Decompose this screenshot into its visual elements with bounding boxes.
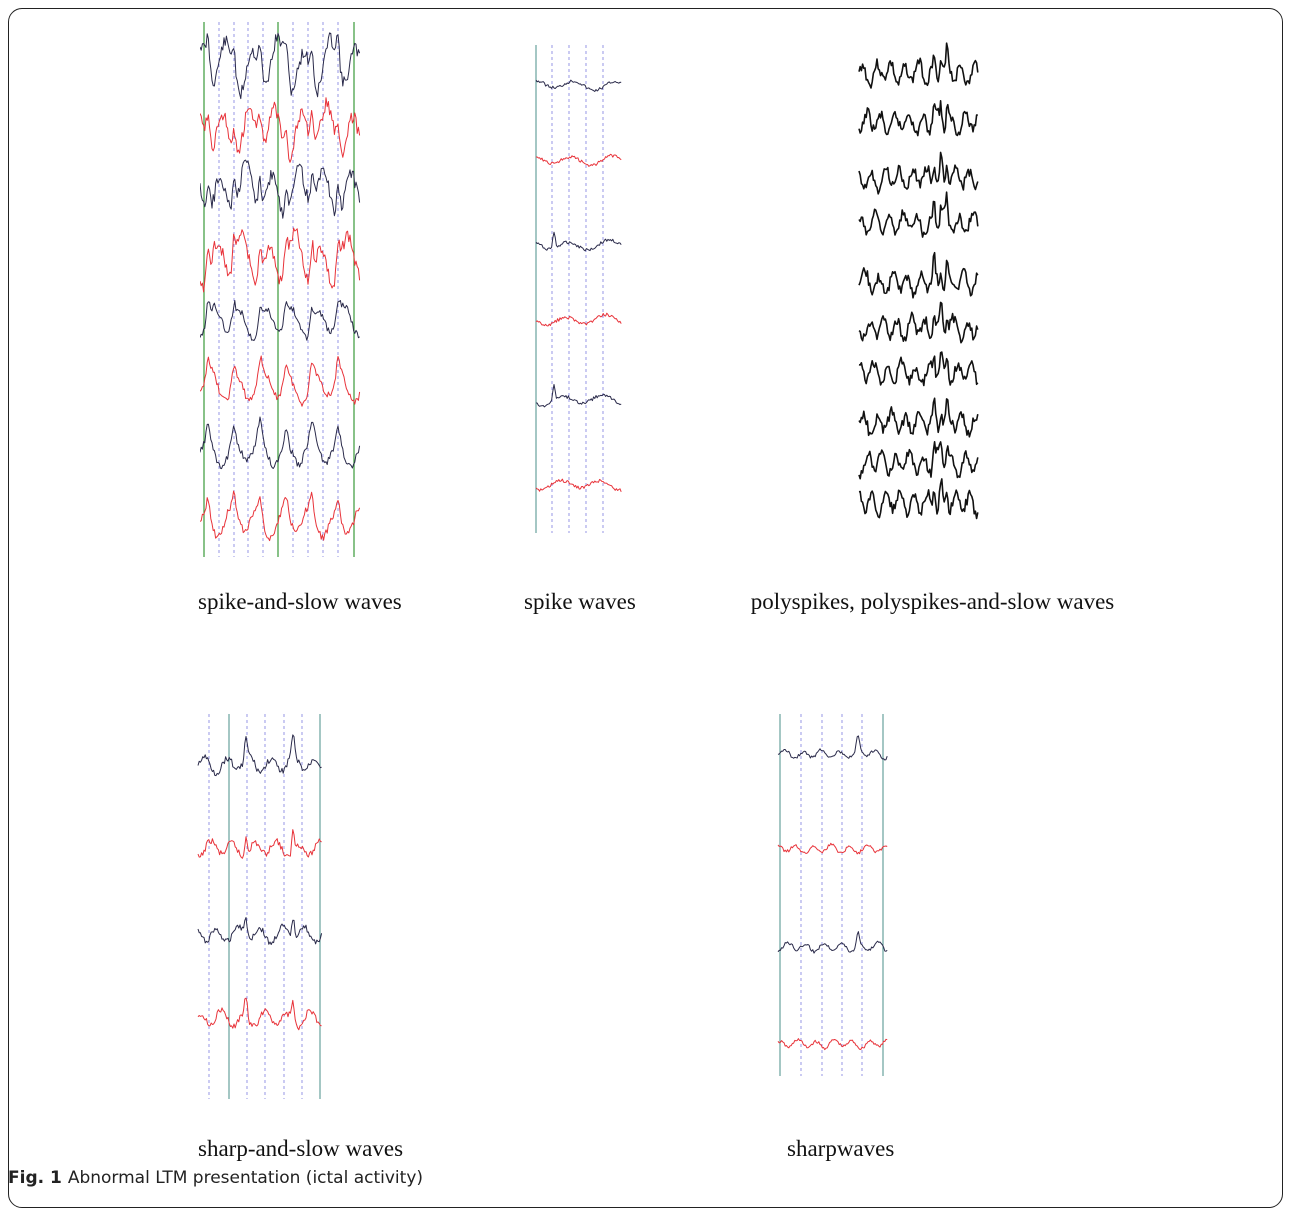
- eeg-trace: [200, 416, 361, 470]
- eeg-trace: [200, 355, 361, 407]
- eeg-trace: [535, 312, 622, 327]
- eeg-trace: [197, 917, 323, 945]
- eeg-trace: [197, 997, 322, 1031]
- eeg-trace: [777, 1038, 888, 1051]
- eeg-trace: [858, 351, 979, 387]
- label-sharp-and-slow: sharp-and-slow waves: [198, 1136, 404, 1161]
- eeg-trace: [200, 97, 361, 163]
- eeg-traces-sharp-and-slow: [197, 714, 323, 1099]
- label-sharp: sharpwaves: [787, 1136, 895, 1161]
- caption-text: Abnormal LTM presentation (ictal activit…: [67, 1168, 424, 1188]
- panel-sharp-eeg: [776, 714, 891, 1076]
- panel-sharp-and-slow-eeg: [196, 714, 326, 1099]
- eeg-trace: [535, 478, 622, 492]
- eeg-trace: [858, 397, 979, 438]
- eeg-traces-sharp: [777, 714, 888, 1076]
- eeg-trace: [536, 153, 622, 167]
- label-spike-and-slow: spike-and-slow waves: [198, 589, 402, 614]
- eeg-trace: [777, 842, 888, 855]
- eeg-trace: [777, 931, 888, 954]
- eeg-trace: [200, 159, 361, 219]
- eeg-trace: [200, 300, 360, 341]
- eeg-trace: [200, 32, 361, 100]
- eeg-trace: [858, 301, 979, 344]
- eeg-trace: [858, 478, 979, 520]
- eeg-trace: [858, 42, 979, 89]
- eeg-trace: [535, 79, 622, 92]
- eeg-trace: [858, 251, 979, 299]
- eeg-trace: [200, 227, 361, 293]
- eeg-trace: [200, 490, 361, 542]
- label-polyspikes: polyspikes, polyspikes-and-slow waves: [750, 589, 1115, 614]
- eeg-traces-spike-and-slow: [200, 22, 361, 557]
- caption-label: Fig. 1: [8, 1168, 62, 1188]
- eeg-trace: [858, 100, 978, 137]
- eeg-traces-spike: [535, 45, 622, 533]
- panel-spike-eeg: [532, 45, 624, 533]
- eeg-trace: [858, 441, 979, 480]
- eeg-trace: [535, 384, 622, 408]
- eeg-traces-polyspikes: [858, 42, 979, 520]
- panel-polyspikes-eeg: [855, 38, 985, 523]
- eeg-trace: [777, 735, 888, 761]
- panel-spike-and-slow-eeg: [200, 22, 365, 557]
- label-spike: spike waves: [524, 589, 636, 614]
- eeg-trace: [858, 191, 979, 238]
- figure-caption: Fig. 1 Abnormal LTM presentation (ictal a…: [8, 1168, 423, 1188]
- eeg-trace: [197, 734, 322, 777]
- eeg-trace: [197, 829, 322, 859]
- eeg-trace: [535, 231, 622, 252]
- eeg-trace: [858, 151, 979, 195]
